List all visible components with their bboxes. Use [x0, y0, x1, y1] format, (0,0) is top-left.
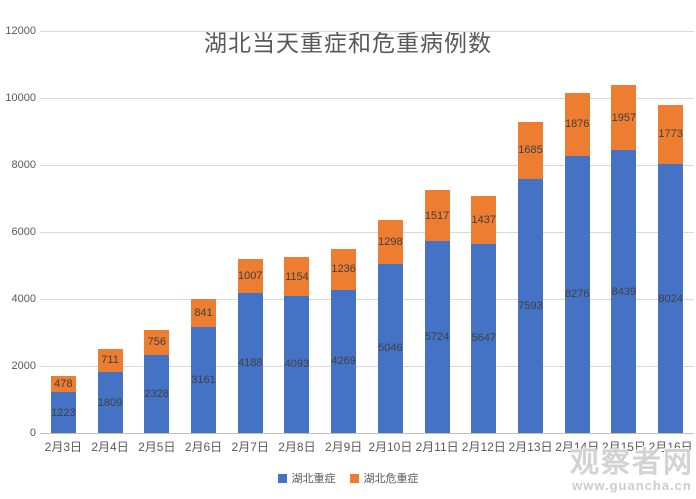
bar-value-label: 2328 [144, 388, 170, 400]
y-axis-tick-label: 2000 [11, 360, 36, 372]
bar-value-label: 4269 [331, 355, 356, 368]
bar-segment-critical [331, 248, 357, 290]
bar-segment-severe [377, 263, 403, 433]
bar-value-label: 478 [54, 378, 73, 391]
bar-segment-critical [377, 220, 403, 264]
bar-value-label: 1298 [378, 236, 403, 249]
y-axis-tick-label: 4000 [11, 293, 36, 305]
bar-segment-critical [97, 348, 123, 373]
bar-value-label: 8439 [611, 285, 637, 298]
legend-item-severe: 湖北重症 [277, 470, 336, 486]
bar-value-label: 756 [147, 336, 166, 349]
bar-value-label: 5046 [378, 342, 403, 355]
gridline [40, 232, 694, 233]
bar-segment-critical [191, 298, 216, 328]
bar-segment-critical [658, 104, 684, 165]
bar-value-label: 8276 [564, 288, 590, 301]
bar-segment-severe [191, 327, 216, 433]
bar-value-label: 5647 [471, 332, 497, 345]
x-axis-tick-label: 2月4日 [91, 440, 129, 454]
x-axis-tick-label: 2月7日 [231, 440, 269, 454]
x-axis-tick-label: 2月15日 [601, 440, 646, 454]
gridline [40, 366, 694, 367]
bar-value-label: 1007 [237, 269, 263, 282]
legend-item-critical: 湖北危重症 [349, 470, 419, 486]
x-axis-tick-label: 2月6日 [184, 440, 223, 454]
legend-swatch-critical [349, 473, 359, 483]
x-axis-tick-label: 2月5日 [138, 440, 176, 454]
x-axis-tick-label: 2月16日 [648, 440, 693, 454]
bar-value-label: 1876 [564, 118, 590, 131]
bar-segment-critical [518, 122, 543, 179]
x-axis-tick-label: 2月12日 [461, 440, 506, 454]
gridline [40, 31, 694, 32]
legend-label-critical: 湖北危重症 [363, 473, 419, 485]
bar-value-label: 5724 [424, 331, 450, 344]
bar-value-label: 841 [194, 307, 213, 320]
bar-value-label: 1809 [97, 396, 123, 409]
bar-segment-severe [424, 241, 450, 433]
chart-title: 湖北当天重症和危重病例数 [204, 30, 492, 56]
bar-value-label: 4188 [237, 356, 263, 369]
gridline [40, 165, 694, 166]
gridline [40, 433, 694, 434]
legend: 湖北重症 湖北危重症 [0, 470, 696, 486]
bar-segment-critical [611, 84, 637, 151]
bar-value-label: 4093 [284, 358, 310, 371]
bar-value-label: 1437 [471, 213, 497, 226]
bar-segment-severe [611, 150, 637, 433]
bar-value-label: 1236 [331, 263, 356, 276]
bar-segment-critical [144, 329, 170, 355]
bar-segment-severe [284, 295, 310, 433]
bar-value-label: 7593 [518, 299, 543, 312]
y-axis-tick-label: 10000 [5, 92, 36, 104]
gridline [40, 98, 694, 99]
bar-segment-severe [50, 392, 76, 433]
bar-segment-severe [471, 243, 497, 433]
bar-segment-critical [471, 195, 497, 244]
bar-value-label: 1957 [611, 111, 637, 124]
bar-segment-severe [331, 289, 357, 433]
x-axis-tick-label: 2月8日 [278, 440, 316, 454]
bar-segment-critical [237, 258, 263, 293]
bar-segment-severe [144, 355, 170, 433]
legend-label-severe: 湖北重症 [291, 473, 336, 485]
x-axis-tick-label: 2月14日 [555, 440, 600, 454]
bar-segment-severe [237, 292, 263, 433]
bar-value-label: 711 [101, 354, 119, 367]
bar-value-label: 3161 [191, 374, 216, 387]
x-axis-tick-label: 2月9日 [324, 440, 363, 454]
legend-swatch-severe [277, 473, 287, 483]
bar-segment-severe [518, 178, 543, 433]
y-axis-tick-label: 0 [29, 427, 36, 439]
bar-segment-severe [97, 372, 123, 433]
bar-value-label: 1154 [285, 270, 309, 283]
bar-segment-critical [50, 376, 76, 393]
x-axis-tick-label: 2月13日 [508, 440, 553, 454]
bar-segment-severe [564, 155, 590, 433]
x-axis-tick-label: 2月3日 [44, 440, 83, 454]
y-axis-tick-label: 8000 [11, 159, 36, 171]
bar-value-label: 8024 [658, 292, 683, 305]
x-axis-tick-label: 2月10日 [368, 440, 413, 454]
bar-value-label: 1685 [518, 144, 543, 157]
bar-value-label: 1223 [51, 406, 76, 419]
y-axis-tick-label: 6000 [11, 226, 36, 238]
bar-segment-critical [424, 190, 450, 242]
bar-value-label: 1517 [424, 209, 450, 222]
bar-value-label: 1773 [658, 128, 683, 141]
bar-segment-critical [564, 92, 590, 156]
x-axis-tick-label: 2月11日 [415, 440, 459, 454]
y-axis-tick-label: 12000 [5, 25, 36, 37]
gridline [40, 299, 694, 300]
bar-segment-severe [658, 164, 684, 433]
bar-segment-critical [284, 257, 310, 296]
